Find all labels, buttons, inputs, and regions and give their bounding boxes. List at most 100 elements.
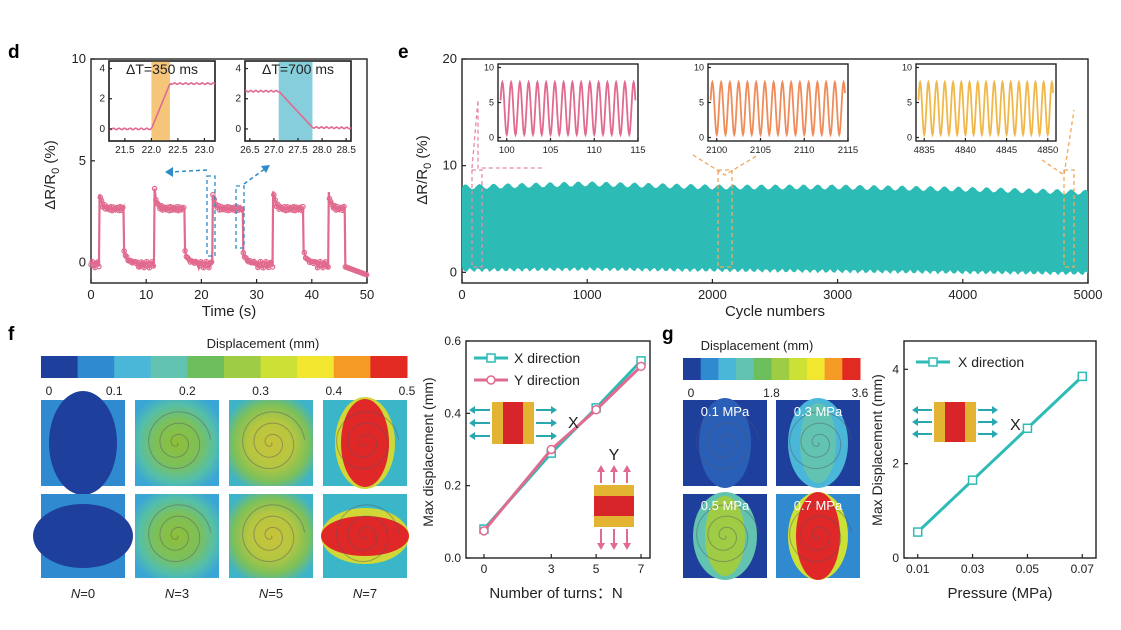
panel-d-point [259, 261, 265, 268]
panel-f-point-y [591, 404, 601, 415]
panel-f-point-y [636, 361, 646, 372]
sim-f-n0-x-core [49, 391, 117, 495]
inset-x-tick-label: 26.5 [240, 145, 260, 156]
inset-y-tick-label: 2 [235, 94, 241, 105]
colorbar-swatch [824, 358, 843, 380]
colorbar-swatch [150, 356, 188, 378]
panel-d-x-tick-label: 40 [305, 287, 319, 302]
inset-series-line [709, 79, 846, 138]
panel-f-series-line [482, 365, 643, 532]
inset-y-tick-label: 0 [699, 133, 704, 143]
sim-f-n7-y-core [321, 516, 409, 556]
legend-label: X direction [514, 350, 580, 366]
panel-e-x-tick-label: 1000 [573, 287, 602, 302]
panel-e-x-tick-label: 4000 [948, 287, 977, 302]
panel-f-x-tick-label: 0 [481, 562, 488, 576]
panel-d-point [301, 249, 308, 256]
colorbar-tick-label: 0.1 [106, 384, 123, 398]
panel-g-point [1022, 423, 1033, 434]
panel-d-point [341, 203, 347, 210]
spiral-pattern [789, 411, 853, 470]
sim-label: N=5 [259, 586, 283, 601]
panel-e-zoom-markers [471, 99, 1075, 268]
spiral-pattern [336, 411, 400, 470]
panel-f-x-ticks: 0 3 5 7 [481, 554, 645, 576]
panel-d-x-tick-label: 50 [360, 287, 374, 302]
panel-e-zoom-box [471, 169, 483, 268]
panel-f-colorbar-title: Displacement (mm) [207, 336, 320, 351]
inset-y-tick-label: 10 [902, 63, 912, 73]
panel-d-point [180, 204, 187, 211]
panel-d-x-tick-label: 10 [139, 287, 153, 302]
panel-label-e: e [398, 42, 409, 63]
panel-g-series-line [916, 375, 1084, 534]
panel-e-x-tick-label: 2000 [698, 287, 727, 302]
panel-e-inset-2: 2100 2105 2110 2115 0 5 10 [694, 63, 858, 157]
panel-e-x-ticks: 0 1000 2000 3000 4000 5000 [458, 279, 1102, 302]
inset-y-tick-label: 0 [489, 133, 494, 143]
inset-x-tick-label: 21.5 [115, 145, 135, 156]
panel-g-plot-frame [903, 340, 1097, 559]
panel-g-y-ticks: 0 2 4 [892, 362, 908, 565]
sim-pressure-label: 0.3 MPa [794, 404, 843, 419]
inset-x-tick-label: 110 [587, 145, 602, 156]
inset-y-tick-label: 5 [489, 98, 494, 108]
legend-marker [486, 353, 496, 363]
panel-f-sim-labels: N=0 N=3 N=5 N=7 [71, 586, 377, 601]
panel-d-point [297, 204, 304, 211]
panel-d-point [88, 261, 94, 268]
inset-x-tick-label: 23.0 [195, 145, 215, 156]
sim-g-03-core [800, 403, 836, 483]
spiral-pattern [148, 504, 212, 563]
panel-g-point [967, 475, 978, 485]
panel-g-point [912, 527, 923, 537]
panel-f-point-y [479, 526, 489, 536]
panel-d-point [329, 202, 335, 208]
spiral-pattern [242, 411, 306, 470]
panel-e-zoom-leader-1 [471, 99, 545, 169]
sim-f-n0-y-core [33, 504, 133, 568]
colorbar-swatch [41, 356, 79, 378]
colorbar-swatch [789, 358, 808, 380]
colorbar-swatch [718, 358, 737, 380]
colorbar-swatch [224, 356, 262, 378]
panel-d-y-axis-label: ΔR/R0 (%) [42, 140, 62, 209]
colorbar-swatch [683, 358, 702, 380]
colorbar-swatch [297, 356, 335, 378]
panel-e-x-tick-label: 0 [458, 287, 465, 302]
inset-x-tick-label: 28.0 [312, 145, 332, 156]
panel-g-inset-x-label: X [1010, 417, 1021, 434]
colorbar-swatch [77, 356, 115, 378]
panel-f-inset-x-label: X [568, 415, 579, 432]
panel-d-series [88, 185, 370, 278]
panel-d-y-tick-label: 5 [79, 153, 86, 168]
panel-d-x-tick-label: 0 [87, 287, 94, 302]
colorbar-swatch [806, 358, 826, 380]
sim-g-07-core [796, 492, 840, 580]
sim-f-n3-x [135, 400, 219, 486]
panel-f-y-tick-label: 0.4 [444, 406, 461, 420]
spiral-pattern [148, 411, 212, 470]
panel-d-plot-frame [90, 58, 368, 284]
sim-pressure-label: 0.7 MPa [794, 498, 843, 513]
panel-e-y-tick-label: 10 [443, 158, 457, 173]
panel-d-point [179, 205, 186, 212]
colorbar-tick-label: 0.2 [179, 384, 196, 398]
panel-g-point [1077, 371, 1088, 382]
panel-g-inset-x-schematic: X [912, 402, 1021, 442]
inset-series-line [917, 79, 1055, 138]
colorbar-tick-label: 0.4 [325, 384, 342, 398]
panel-d-x-tick-label: 30 [249, 287, 263, 302]
sim-f-n5-y [229, 494, 313, 578]
inset-series-line [108, 82, 216, 131]
spiral-pattern [336, 504, 400, 563]
panel-e-zoom-leader-3 [1041, 109, 1075, 177]
sim-label: N=0 [71, 586, 95, 601]
panel-d-point [114, 204, 121, 211]
colorbar-swatch [370, 356, 408, 378]
panel-d-point [325, 264, 331, 270]
panel-f-point-y [546, 444, 557, 455]
panel-d-arrow-left [169, 169, 208, 173]
